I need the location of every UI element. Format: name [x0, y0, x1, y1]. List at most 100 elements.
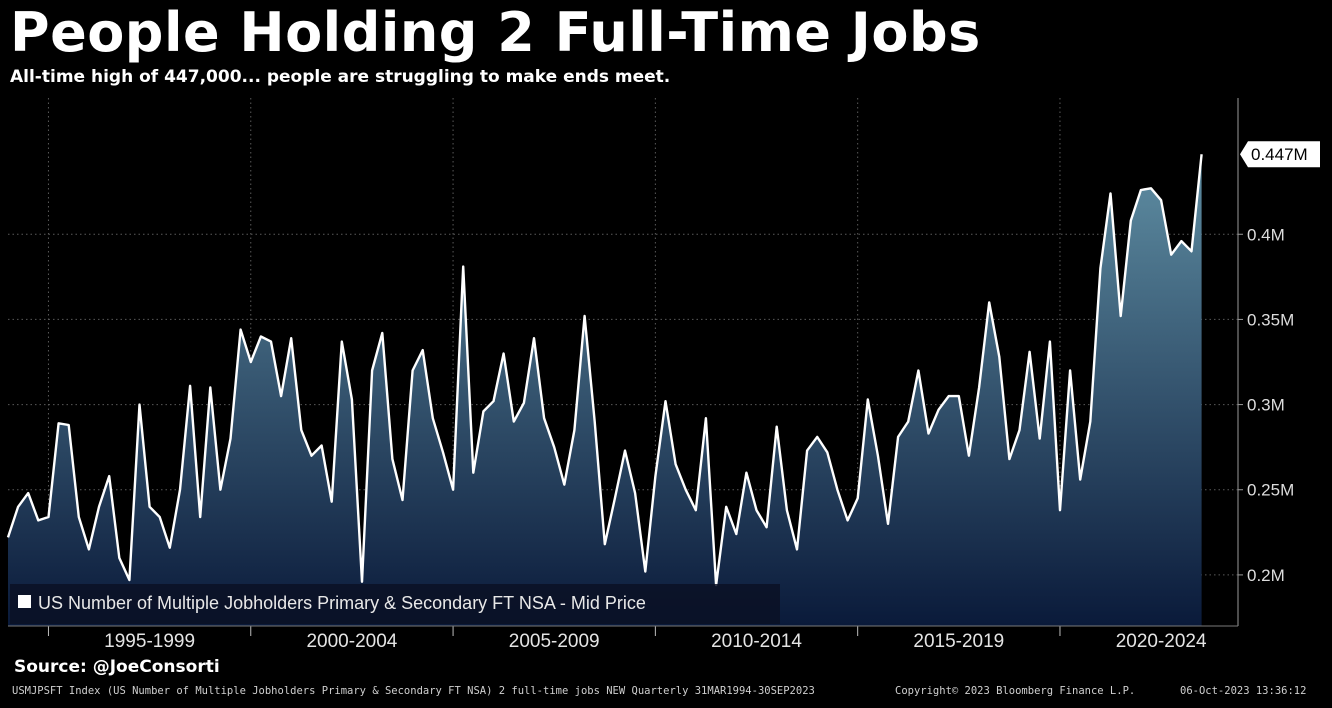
- data-point: [806, 449, 808, 451]
- data-point: [310, 455, 312, 457]
- x-tick-label: 2020-2024: [1116, 631, 1207, 652]
- data-point: [1140, 189, 1142, 191]
- data-point: [229, 437, 231, 439]
- data-point: [138, 403, 140, 405]
- data-point: [948, 395, 950, 397]
- data-point: [533, 337, 535, 339]
- x-tick-label: 2015-2019: [913, 631, 1004, 652]
- data-point: [765, 526, 767, 528]
- data-point: [148, 506, 150, 508]
- data-point: [7, 536, 9, 538]
- data-point: [492, 400, 494, 402]
- data-point: [897, 436, 899, 438]
- data-point: [705, 417, 707, 419]
- y-axis: 0.2M 0.25M 0.3M 0.35M 0.4M: [1238, 225, 1294, 585]
- y-tick-label: 0.25M: [1247, 481, 1294, 500]
- x-axis: 1995-1999 2000-2004 2005-2009 2010-2014 2015…: [8, 625, 1238, 652]
- data-point: [209, 386, 211, 388]
- data-point: [937, 409, 939, 411]
- data-point: [411, 369, 413, 371]
- data-point: [169, 547, 171, 549]
- data-point: [1059, 509, 1061, 511]
- data-point: [634, 492, 636, 494]
- data-point: [1069, 369, 1071, 371]
- data-point: [199, 516, 201, 518]
- data-point: [452, 489, 454, 491]
- data-point: [664, 400, 666, 402]
- x-tick-label: 2000-2004: [306, 631, 397, 652]
- last-value-label: 0.447M: [1251, 145, 1308, 164]
- data-point: [482, 410, 484, 412]
- data-point: [381, 332, 383, 334]
- data-point: [250, 361, 252, 363]
- data-point: [108, 475, 110, 477]
- data-point: [68, 424, 70, 426]
- legend-label: US Number of Multiple Jobholders Primary…: [38, 593, 646, 613]
- data-point: [846, 519, 848, 521]
- data-point: [17, 506, 19, 508]
- data-point: [786, 509, 788, 511]
- data-point: [654, 475, 656, 477]
- data-point: [553, 446, 555, 448]
- chart-subtitle: All-time high of 447,000... people are s…: [10, 67, 671, 87]
- data-point: [927, 432, 929, 434]
- data-point: [583, 315, 585, 317]
- data-point: [1028, 351, 1030, 353]
- series-area: [8, 154, 1202, 626]
- data-point: [755, 509, 757, 511]
- data-point: [371, 369, 373, 371]
- data-point: [1150, 187, 1152, 189]
- data-point: [432, 417, 434, 419]
- data-point: [796, 548, 798, 550]
- data-point: [1018, 429, 1020, 431]
- data-point: [320, 444, 322, 446]
- data-point: [573, 429, 575, 431]
- data-point: [98, 506, 100, 508]
- data-point: [826, 451, 828, 453]
- data-point: [290, 337, 292, 339]
- data-point: [877, 455, 879, 457]
- data-point: [735, 533, 737, 535]
- data-point: [341, 340, 343, 342]
- data-point: [37, 519, 39, 521]
- data-point: [1109, 192, 1111, 194]
- data-point: [1200, 153, 1202, 155]
- data-point: [78, 516, 80, 518]
- footer-timestamp: 06-Oct-2023 13:36:12: [1180, 685, 1307, 697]
- y-tick-label: 0.35M: [1247, 310, 1294, 329]
- data-point: [57, 422, 59, 424]
- data-point: [1120, 315, 1122, 317]
- data-point: [594, 420, 596, 422]
- data-point: [685, 489, 687, 491]
- area-chart: US Number of Multiple Jobholders Primary…: [6, 98, 1320, 652]
- data-point: [391, 458, 393, 460]
- data-point: [331, 501, 333, 503]
- data-point: [745, 472, 747, 474]
- data-point: [401, 499, 403, 501]
- data-point: [1079, 478, 1081, 480]
- x-tick-label: 2005-2009: [509, 631, 600, 652]
- data-point: [816, 436, 818, 438]
- data-point: [644, 570, 646, 572]
- data-point: [1049, 340, 1051, 342]
- data-point: [1160, 199, 1162, 201]
- data-point: [300, 429, 302, 431]
- data-point: [917, 369, 919, 371]
- data-point: [422, 349, 424, 351]
- data-point: [958, 395, 960, 397]
- data-point: [907, 420, 909, 422]
- data-point: [857, 497, 859, 499]
- data-point: [1170, 254, 1172, 256]
- chart-title: People Holding 2 Full-Time Jobs: [10, 1, 981, 64]
- data-point: [270, 340, 272, 342]
- data-point: [978, 386, 980, 388]
- y-tick-label: 0.4M: [1247, 225, 1285, 244]
- data-point: [159, 516, 161, 518]
- data-point: [887, 523, 889, 525]
- data-point: [624, 449, 626, 451]
- data-point: [776, 426, 778, 428]
- data-point: [674, 463, 676, 465]
- data-point: [968, 455, 970, 457]
- data-point: [118, 557, 120, 559]
- last-value-callout: 0.447M: [1240, 141, 1320, 168]
